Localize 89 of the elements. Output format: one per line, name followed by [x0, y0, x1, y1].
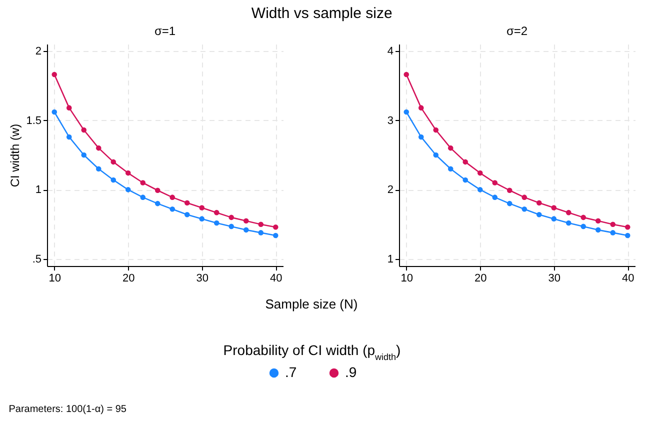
point: [506, 188, 512, 194]
text: Parameters: 100(1-α) = 95: [8, 404, 127, 415]
x-tick-label: 10: [400, 272, 413, 284]
point: [110, 159, 116, 165]
point: [66, 105, 72, 110]
y-tick-label: 3: [387, 114, 394, 127]
point: [96, 166, 102, 172]
point: [184, 212, 190, 218]
y-tick-label: 2: [387, 184, 394, 196]
x-tick-label: 20: [122, 272, 135, 284]
point: [272, 232, 278, 238]
point: [477, 170, 483, 176]
point: [199, 216, 205, 222]
point: [184, 200, 190, 206]
point: [506, 200, 512, 206]
point: [536, 200, 542, 206]
point: [199, 205, 205, 210]
point: [433, 152, 439, 158]
point: [228, 214, 234, 220]
y-tick-label: 1.5: [26, 114, 42, 127]
legend-label: .7: [285, 364, 297, 380]
point: [624, 232, 630, 238]
point: [595, 227, 601, 233]
point: [52, 72, 58, 78]
point: [243, 227, 249, 233]
point: [125, 170, 131, 176]
point: [154, 200, 160, 206]
point: [170, 194, 176, 200]
point: [52, 109, 58, 115]
point: [258, 230, 264, 236]
point: [462, 159, 468, 165]
legend-title: Probability of CI width (p$_{width}$): [223, 342, 401, 362]
x-tick-label: 40: [270, 272, 282, 284]
x-tick-label: 40: [622, 272, 634, 284]
x-axis-title: Sample size (N): [265, 296, 358, 312]
point: [477, 187, 483, 192]
x-tick-label: 20: [474, 272, 487, 284]
point: [462, 177, 468, 183]
point: [610, 222, 616, 228]
point: [610, 230, 616, 236]
point: [595, 218, 601, 224]
legend-label: .9: [345, 364, 357, 380]
point: [140, 194, 146, 200]
point: [214, 220, 220, 226]
point: [81, 152, 87, 158]
point: [404, 72, 410, 78]
y-tick-label: 1: [387, 254, 394, 266]
point: [243, 218, 249, 224]
point: [536, 212, 542, 218]
point: [110, 177, 116, 183]
point: [66, 134, 72, 140]
text: Width vs sample size: [251, 5, 392, 22]
x-tick-label: 30: [548, 272, 560, 284]
point: [96, 145, 102, 151]
y-tick-label: 1: [35, 184, 42, 196]
point: [522, 206, 528, 212]
point: [492, 194, 498, 200]
y-tick-label: .5: [32, 254, 42, 266]
y-tick-label: 2: [35, 45, 42, 58]
point: [154, 188, 160, 194]
x-tick-label: 30: [196, 272, 208, 284]
y-axis-title: CI width (w): [8, 124, 22, 188]
point: [433, 127, 439, 133]
point: [580, 224, 586, 230]
point: [81, 127, 87, 133]
point: [228, 224, 234, 230]
point: [272, 224, 278, 230]
point: [404, 109, 410, 115]
chart-subtitle: σ=2: [506, 24, 528, 38]
chart-subtitle: σ=1: [154, 24, 176, 38]
point: [522, 194, 528, 200]
point: [258, 222, 264, 228]
point: [492, 180, 498, 186]
y-tick-label: 4: [387, 45, 394, 58]
point: [448, 145, 454, 151]
point: [140, 180, 146, 186]
point: [214, 210, 220, 216]
point: [566, 210, 572, 216]
point: [551, 205, 557, 210]
point: [580, 214, 586, 220]
x-tick-label: 10: [48, 272, 61, 284]
point: [418, 105, 424, 110]
point: [566, 220, 572, 226]
point: [170, 206, 176, 212]
point: [551, 216, 557, 222]
point: [448, 166, 454, 172]
point: [418, 134, 424, 140]
point: [125, 187, 131, 192]
point: [624, 224, 630, 230]
